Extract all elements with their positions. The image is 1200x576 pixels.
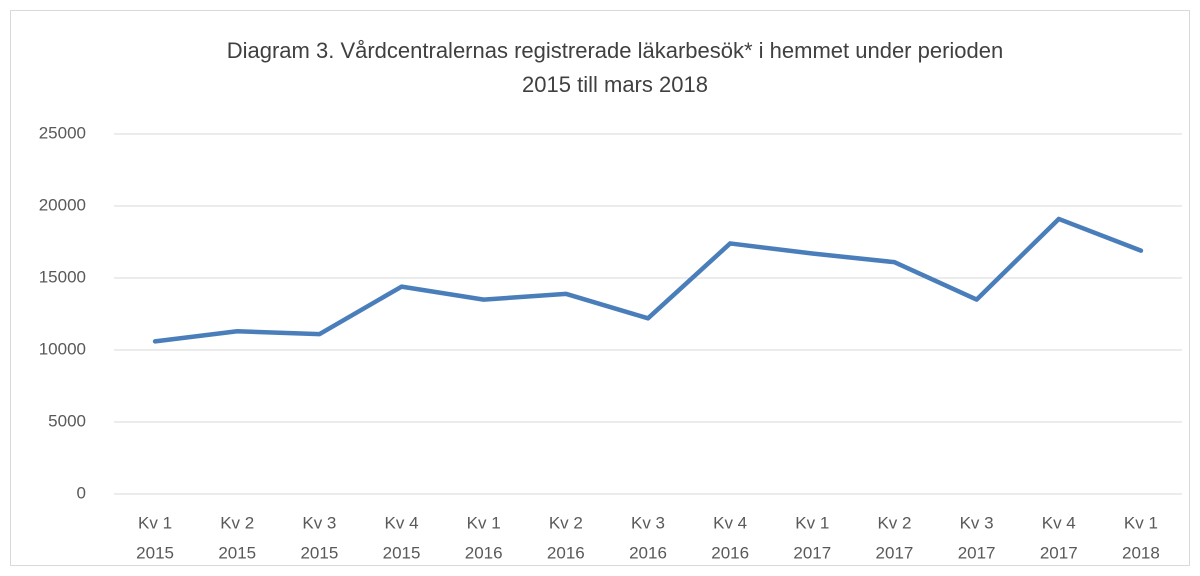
x-tick-label: 2015	[136, 543, 174, 562]
y-tick-label: 0	[77, 483, 86, 502]
y-tick-label: 20000	[39, 195, 86, 214]
x-tick-label: 2017	[958, 543, 996, 562]
x-tick-label: 2016	[465, 543, 503, 562]
x-tick-label: Kv 3	[631, 513, 665, 532]
x-tick-label: 2016	[711, 543, 749, 562]
chart-title: 2015 till mars 2018	[522, 72, 708, 97]
x-tick-label: 2015	[218, 543, 256, 562]
x-tick-label: Kv 2	[877, 513, 911, 532]
y-tick-label: 10000	[39, 339, 86, 358]
data-line	[152, 216, 1144, 344]
x-tick-label: Kv 2	[549, 513, 583, 532]
x-tick-label: Kv 3	[302, 513, 336, 532]
x-tick-label: Kv 3	[960, 513, 994, 532]
x-tick-label: Kv 4	[385, 513, 419, 532]
x-tick-label: 2016	[547, 543, 585, 562]
x-tick-label: 2017	[876, 543, 914, 562]
x-tick-label: Kv 1	[1124, 513, 1158, 532]
x-tick-label: Kv 2	[220, 513, 254, 532]
x-tick-label: 2015	[300, 543, 338, 562]
x-tick-label: 2017	[1040, 543, 1078, 562]
x-tick-label: 2018	[1122, 543, 1160, 562]
x-tick-label: 2015	[383, 543, 421, 562]
y-tick-label: 5000	[48, 411, 86, 430]
x-tick-label: 2017	[793, 543, 831, 562]
x-tick-label: 2016	[629, 543, 667, 562]
x-tick-label: Kv 4	[713, 513, 747, 532]
y-tick-label: 15000	[39, 267, 86, 286]
x-tick-label: Kv 1	[138, 513, 172, 532]
chart-border	[10, 10, 1190, 566]
chart-title: Diagram 3. Vårdcentralernas registrerade…	[227, 38, 1004, 63]
y-tick-label: 25000	[39, 123, 86, 142]
x-tick-label: Kv 1	[795, 513, 829, 532]
x-tick-label: Kv 1	[467, 513, 501, 532]
x-tick-label: Kv 4	[1042, 513, 1076, 532]
